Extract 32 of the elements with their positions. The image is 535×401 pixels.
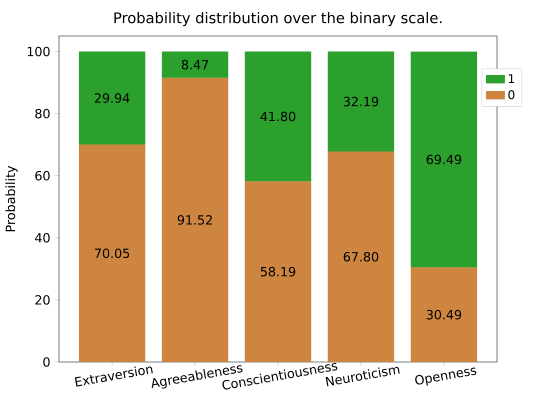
data-label: 32.19 bbox=[344, 96, 378, 106]
y-tick-label: 40 bbox=[35, 233, 50, 243]
y-tick-label: 80 bbox=[35, 108, 50, 118]
data-label: 70.05 bbox=[95, 248, 130, 258]
bar bbox=[244, 52, 312, 182]
bar bbox=[162, 78, 228, 362]
legend-label: 0 bbox=[508, 90, 514, 100]
data-label: 58.19 bbox=[260, 266, 296, 276]
data-label: 67.80 bbox=[344, 252, 378, 262]
data-label: 29.94 bbox=[94, 93, 130, 103]
bar bbox=[162, 52, 228, 78]
chart-title: Probability distribution over the binary scale. bbox=[114, 12, 442, 26]
data-label: 8.47 bbox=[182, 60, 208, 70]
y-tick-label: 60 bbox=[35, 170, 50, 181]
y-tick-label: 0 bbox=[43, 357, 50, 367]
x-tick-label: Extraversion bbox=[74, 366, 153, 387]
data-label: 91.52 bbox=[178, 215, 212, 225]
bar bbox=[410, 267, 478, 362]
bar bbox=[78, 52, 146, 145]
bar bbox=[328, 52, 394, 152]
x-tick-label: Openness bbox=[415, 368, 476, 386]
data-label: 41.80 bbox=[260, 112, 296, 122]
legend-label: 1 bbox=[508, 74, 514, 83]
y-tick-label: 100 bbox=[28, 46, 50, 56]
data-label: 69.49 bbox=[426, 154, 462, 164]
bar bbox=[78, 144, 146, 362]
data-label: 30.49 bbox=[426, 310, 462, 320]
y-axis-title: Probability bbox=[5, 166, 18, 232]
bar bbox=[410, 52, 478, 268]
y-tick-label: 20 bbox=[35, 295, 50, 305]
bar bbox=[328, 151, 394, 362]
bar bbox=[244, 181, 312, 362]
